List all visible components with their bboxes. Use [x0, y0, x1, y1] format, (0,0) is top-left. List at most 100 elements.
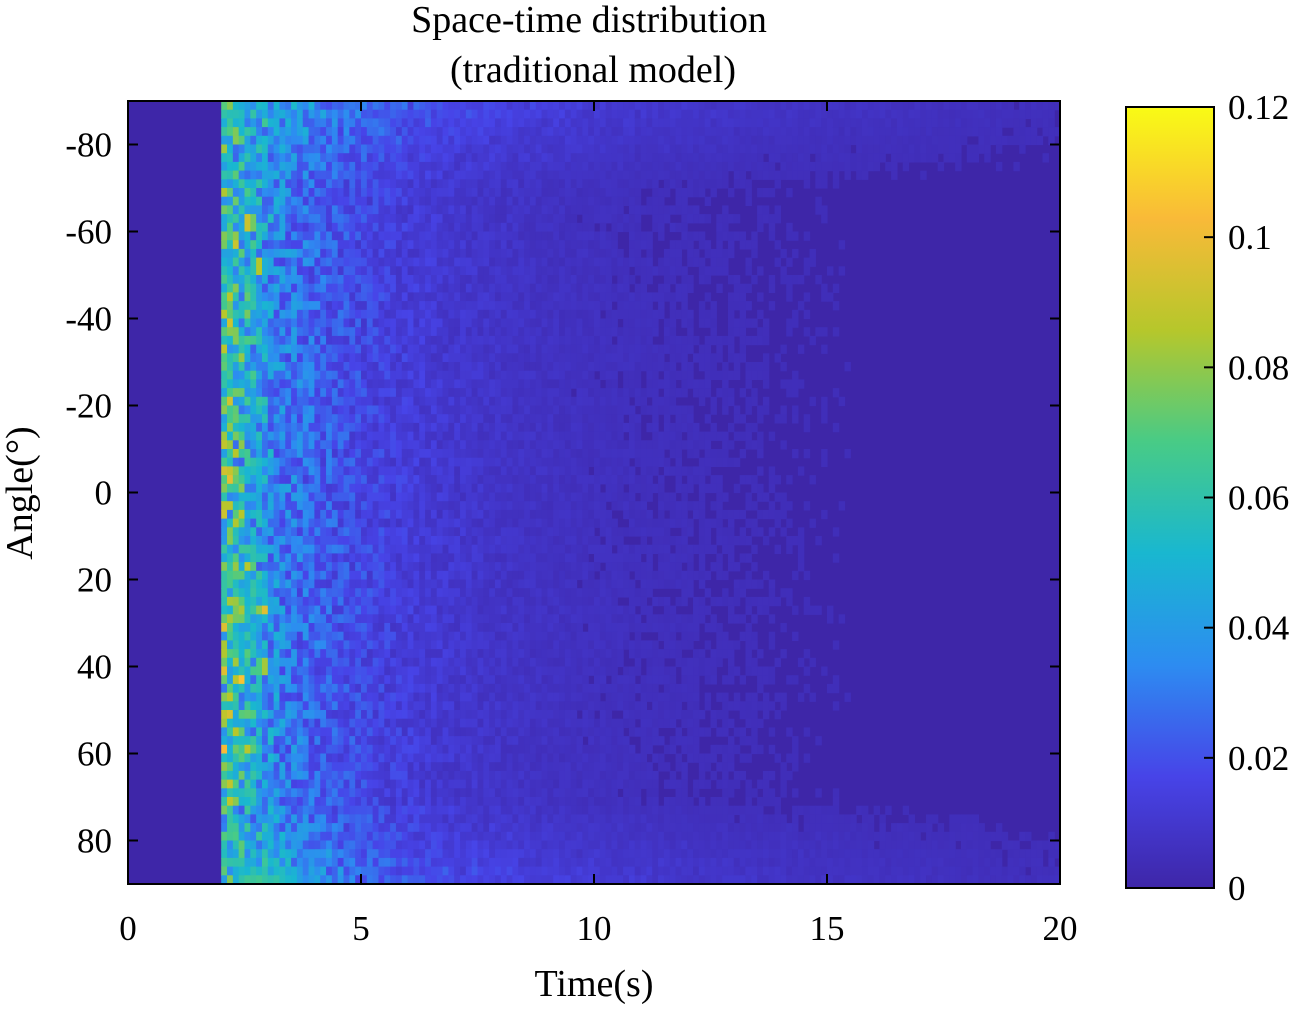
heatmap-cell — [355, 857, 362, 868]
heatmap-cell — [407, 588, 415, 598]
heatmap-cell — [489, 422, 496, 433]
heatmap-cell — [413, 440, 420, 450]
heatmap-cell — [221, 161, 228, 172]
heatmap-cell — [425, 127, 432, 137]
heatmap-cell — [296, 536, 304, 546]
heatmap-cell — [267, 518, 275, 528]
heatmap-cell — [221, 588, 228, 598]
heatmap-cell — [366, 292, 374, 302]
heatmap-cell — [361, 866, 368, 876]
heatmap-cell — [291, 370, 298, 380]
heatmap-cell — [267, 744, 275, 755]
heatmap-cell — [349, 283, 356, 293]
heatmap-cell — [296, 205, 304, 215]
heatmap-cell — [489, 431, 496, 441]
heatmap-cell — [489, 857, 496, 868]
heatmap-cell — [378, 301, 385, 311]
heatmap-cell — [448, 640, 455, 650]
heatmap-cell — [401, 579, 409, 589]
heatmap-cell — [343, 605, 350, 615]
heatmap-cell — [483, 483, 490, 494]
heatmap-cell — [279, 483, 286, 494]
heatmap-cell — [366, 857, 374, 868]
heatmap-cell — [483, 770, 490, 781]
heatmap-cell — [331, 440, 339, 450]
heatmap-cell — [244, 179, 251, 189]
heatmap-cell — [454, 701, 461, 711]
heatmap-cell — [529, 101, 537, 111]
heatmap-cell — [378, 814, 385, 824]
heatmap-cell — [261, 640, 269, 650]
heatmap-cell — [500, 657, 508, 668]
heatmap-cell — [442, 292, 449, 302]
heatmap-cell — [314, 196, 321, 206]
heatmap-cell — [518, 640, 525, 650]
heatmap-cell — [273, 283, 281, 293]
heatmap-cell — [279, 388, 286, 398]
heatmap-cell — [337, 666, 345, 676]
heatmap-cell — [494, 814, 502, 824]
heatmap-cell — [250, 823, 257, 833]
heatmap-cell — [314, 718, 321, 728]
heatmap-cell — [483, 457, 490, 467]
heatmap-cell — [250, 570, 257, 581]
heatmap-cell — [302, 649, 310, 659]
heatmap-cell — [465, 614, 473, 624]
heatmap-cell — [349, 301, 356, 311]
heatmap-cell — [349, 849, 356, 859]
heatmap-cell — [407, 640, 415, 650]
heatmap-cell — [395, 753, 403, 763]
heatmap-cell — [395, 570, 403, 581]
heatmap-cell — [349, 866, 356, 876]
heatmap-cell — [291, 379, 298, 389]
heatmap-cell — [524, 544, 531, 554]
heatmap-cell — [378, 518, 385, 528]
heatmap-cell — [326, 710, 333, 720]
heatmap-cell — [489, 849, 496, 859]
heatmap-cell — [494, 301, 502, 311]
heatmap-cell — [448, 657, 455, 668]
heatmap-cell — [267, 831, 275, 842]
heatmap-cell — [535, 536, 543, 546]
heatmap-cell — [518, 248, 525, 259]
heatmap-cell — [494, 353, 502, 363]
heatmap-cell — [337, 570, 345, 581]
heatmap-cell — [395, 101, 403, 111]
heatmap-cell — [314, 283, 321, 293]
heatmap-cell — [232, 736, 240, 746]
heatmap-cell — [518, 649, 525, 659]
heatmap-cell — [285, 318, 292, 328]
heatmap-cell — [489, 683, 496, 694]
heatmap-cell — [518, 275, 525, 285]
heatmap-cell — [366, 118, 374, 128]
heatmap-cell — [506, 623, 514, 633]
heatmap-cell — [337, 309, 345, 320]
heatmap-cell — [425, 518, 432, 528]
heatmap-cell — [448, 866, 455, 876]
heatmap-cell — [395, 188, 403, 198]
heatmap-cell — [442, 736, 449, 746]
heatmap-cell — [331, 318, 339, 328]
heatmap-cell — [273, 762, 281, 772]
heatmap-cell — [541, 135, 549, 146]
heatmap-cell — [483, 788, 490, 798]
heatmap-cell — [465, 875, 473, 885]
heatmap-cell — [465, 161, 473, 172]
heatmap-cell — [244, 222, 251, 233]
heatmap-cell — [378, 596, 385, 607]
heatmap-cell — [395, 196, 403, 206]
heatmap-cell — [244, 240, 251, 250]
heatmap-cell — [477, 396, 484, 407]
heatmap-cell — [407, 866, 415, 876]
heatmap-cell — [454, 431, 461, 441]
heatmap-cell — [256, 170, 263, 180]
heatmap-cell — [285, 422, 292, 433]
heatmap-cell — [314, 179, 321, 189]
heatmap-cell — [524, 362, 531, 372]
heatmap-cell — [296, 405, 304, 415]
heatmap-cell — [436, 770, 444, 781]
heatmap-cell — [331, 753, 339, 763]
heatmap-cell — [524, 527, 531, 537]
heatmap-cell — [331, 283, 339, 293]
heatmap-cell — [489, 327, 496, 337]
